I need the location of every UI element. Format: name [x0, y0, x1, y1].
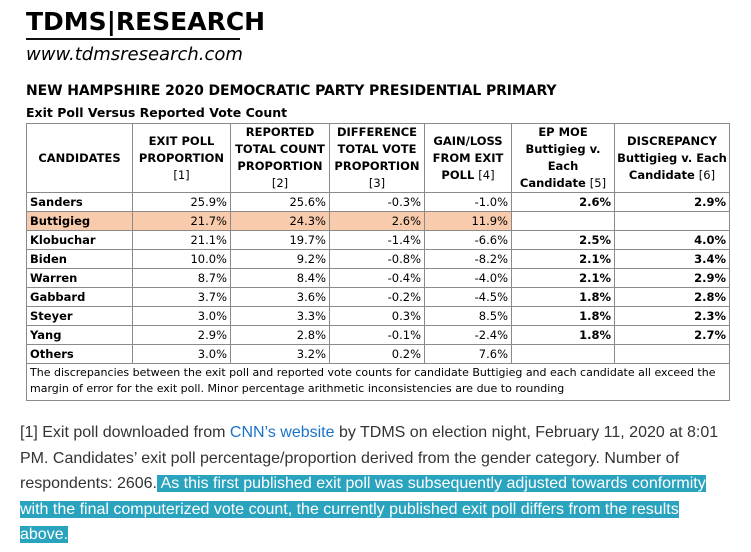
cell-gain-loss: 11.9% [424, 211, 512, 231]
cell-difference: 0.2% [329, 344, 425, 364]
col-header-exit-poll: EXIT POLL PROPORTION [1] [132, 123, 231, 193]
cell-gain-loss: -4.5% [424, 287, 512, 307]
results-table: CANDIDATES EXIT POLL PROPORTION [1] REPO… [26, 123, 730, 401]
cell-gain-loss: 8.5% [424, 306, 512, 326]
cell-reported: 2.8% [230, 325, 330, 345]
cell-gain-loss: 7.6% [424, 344, 512, 364]
cell-discrepancy: 3.4% [614, 249, 730, 269]
cell-difference: 0.3% [329, 306, 425, 326]
cell-exit-poll: 8.7% [132, 268, 231, 288]
figure-subtitle: Exit Poll Versus Reported Vote Count [26, 105, 288, 120]
cell-difference: -0.1% [329, 325, 425, 345]
table-note: The discrepancies between the exit poll … [26, 363, 730, 401]
cell-reported: 25.6% [230, 192, 330, 212]
cell-exit-poll: 21.7% [132, 211, 231, 231]
cell-exit-poll: 21.1% [132, 230, 231, 250]
table-row: Yang 2.9% 2.8% -0.1% -2.4% 1.8% 2.7% [26, 325, 730, 345]
cell-ep-moe: 1.8% [511, 306, 615, 326]
cell-discrepancy: 2.8% [614, 287, 730, 307]
cell-ep-moe: 2.5% [511, 230, 615, 250]
cell-ep-moe: 2.1% [511, 268, 615, 288]
col-header-reported: REPORTED TOTAL COUNT PROPORTION [2] [230, 123, 330, 193]
cell-gain-loss: -4.0% [424, 268, 512, 288]
cell-name: Yang [26, 325, 133, 345]
cell-difference: 2.6% [329, 211, 425, 231]
cell-name: Biden [26, 249, 133, 269]
cell-exit-poll: 2.9% [132, 325, 231, 345]
footnote-paragraph: [1] Exit poll downloaded from CNN’s webs… [20, 420, 730, 548]
brand-underline [26, 38, 240, 40]
cell-reported: 19.7% [230, 230, 330, 250]
cell-discrepancy: 2.9% [614, 192, 730, 212]
table-row: Klobuchar 21.1% 19.7% -1.4% -6.6% 2.5% 4.0% [26, 230, 730, 250]
cell-name: Sanders [26, 192, 133, 212]
cell-gain-loss: -6.6% [424, 230, 512, 250]
brand-logo: TDMS|RESEARCH [26, 7, 266, 36]
cell-exit-poll: 10.0% [132, 249, 231, 269]
footnote-text-start: [1] Exit poll downloaded from [20, 424, 230, 441]
website-url: www.tdmsresearch.com [26, 44, 243, 65]
table-row: Biden 10.0% 9.2% -0.8% -8.2% 2.1% 3.4% [26, 249, 730, 269]
table-note-row: The discrepancies between the exit poll … [26, 363, 730, 401]
cell-ep-moe: 2.1% [511, 249, 615, 269]
cell-gain-loss: -8.2% [424, 249, 512, 269]
cell-gain-loss: -2.4% [424, 325, 512, 345]
cell-exit-poll: 3.0% [132, 306, 231, 326]
cell-difference: -0.4% [329, 268, 425, 288]
col-header-ep-moe: EP MOE Buttigieg v. Each Candidate [5] [511, 123, 615, 193]
cell-name: Steyer [26, 306, 133, 326]
col-header-difference: DIFFERENCE TOTAL VOTE PROPORTION [3] [329, 123, 425, 193]
cell-ep-moe: 1.8% [511, 325, 615, 345]
cell-ep-moe [511, 344, 615, 364]
cell-name: Klobuchar [26, 230, 133, 250]
cell-reported: 24.3% [230, 211, 330, 231]
col-header-discrepancy: DISCREPANCY Buttigieg v. Each Candidate … [614, 123, 730, 193]
cell-discrepancy: 2.3% [614, 306, 730, 326]
cell-difference: -0.8% [329, 249, 425, 269]
cell-reported: 3.6% [230, 287, 330, 307]
table-row: Buttigieg 21.7% 24.3% 2.6% 11.9% [26, 211, 730, 231]
cell-ep-moe: 1.8% [511, 287, 615, 307]
footnote-text-end: by TDMS on election night, February 11, … [20, 424, 719, 492]
col-header-gain-loss: GAIN/LOSS FROM EXIT POLL [4] [424, 123, 512, 193]
cell-discrepancy: 2.7% [614, 325, 730, 345]
cell-reported: 3.3% [230, 306, 330, 326]
cell-discrepancy [614, 211, 730, 231]
cell-difference: -0.3% [329, 192, 425, 212]
table-row: Warren 8.7% 8.4% -0.4% -4.0% 2.1% 2.9% [26, 268, 730, 288]
cell-discrepancy: 4.0% [614, 230, 730, 250]
cell-difference: -1.4% [329, 230, 425, 250]
cell-discrepancy: 2.9% [614, 268, 730, 288]
figure-title: NEW HAMPSHIRE 2020 DEMOCRATIC PARTY PRES… [26, 83, 557, 99]
cell-ep-moe: 2.6% [511, 192, 615, 212]
cell-name: Others [26, 344, 133, 364]
cell-reported: 8.4% [230, 268, 330, 288]
cell-difference: -0.2% [329, 287, 425, 307]
cell-ep-moe [511, 211, 615, 231]
cell-exit-poll: 3.0% [132, 344, 231, 364]
table-row: Gabbard 3.7% 3.6% -0.2% -4.5% 1.8% 2.8% [26, 287, 730, 307]
cell-reported: 3.2% [230, 344, 330, 364]
cell-name: Buttigieg [26, 211, 133, 231]
cell-discrepancy [614, 344, 730, 364]
table-row: Steyer 3.0% 3.3% 0.3% 8.5% 1.8% 2.3% [26, 306, 730, 326]
exit-poll-figure: TDMS|RESEARCH www.tdmsresearch.com NEW H… [26, 7, 730, 401]
col-header-candidates: CANDIDATES [26, 123, 133, 193]
table-header-row: CANDIDATES EXIT POLL PROPORTION [1] REPO… [26, 123, 730, 193]
cnn-website-link[interactable]: CNN’s website [229, 424, 335, 441]
table-row: Sanders 25.9% 25.6% -0.3% -1.0% 2.6% 2.9% [26, 192, 730, 212]
cell-name: Gabbard [26, 287, 133, 307]
cell-reported: 9.2% [230, 249, 330, 269]
cell-name: Warren [26, 268, 133, 288]
table-row: Others 3.0% 3.2% 0.2% 7.6% [26, 344, 730, 364]
cell-gain-loss: -1.0% [424, 192, 512, 212]
cell-exit-poll: 25.9% [132, 192, 231, 212]
cell-exit-poll: 3.7% [132, 287, 231, 307]
